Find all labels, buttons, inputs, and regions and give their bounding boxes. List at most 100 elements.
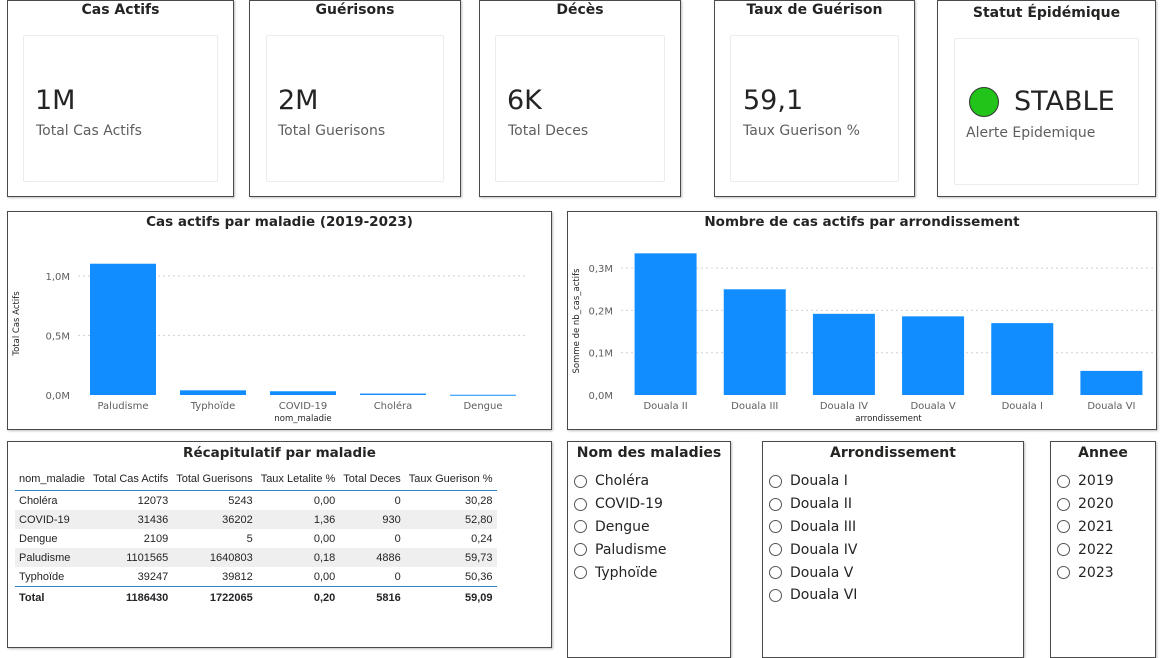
radio-icon[interactable] xyxy=(1057,543,1070,557)
slicer-option-cholera[interactable]: Choléra xyxy=(574,470,666,493)
slicer-option-douala-iii[interactable]: Douala III xyxy=(769,516,857,539)
slicer-option-label: Douala I xyxy=(790,473,848,490)
bar[interactable] xyxy=(902,316,965,395)
slicer-options: Douala I Douala II Douala III Douala IV … xyxy=(769,470,857,607)
chart-card-maladie: Cas actifs par maladie (2019-2023) 0,0M 0… xyxy=(7,211,552,430)
slicer-title: Annee xyxy=(1078,445,1128,461)
radio-icon[interactable] xyxy=(574,566,587,580)
bar[interactable] xyxy=(634,253,697,395)
radio-icon[interactable] xyxy=(574,497,587,511)
bar[interactable] xyxy=(90,263,156,395)
table-cell: 1186430 xyxy=(89,586,173,608)
column-header[interactable]: Total Deces xyxy=(339,468,405,491)
radio-icon[interactable] xyxy=(1057,520,1070,534)
x-tick-label: Typhoïde xyxy=(190,401,236,412)
bar[interactable] xyxy=(991,323,1054,395)
table-cell: Dengue xyxy=(19,532,58,545)
table-cell: Paludisme xyxy=(15,548,90,567)
bar[interactable] xyxy=(1080,370,1143,395)
recap-table-card: Récapitulatif par maladie nom_maladie To… xyxy=(7,441,552,648)
table-cell: 0 xyxy=(394,532,401,545)
slicer-option-label: 2020 xyxy=(1078,496,1114,513)
table-cell: Total xyxy=(15,586,90,608)
chart-card-arrondissement: Nombre de cas actifs par arrondissement … xyxy=(567,211,1157,430)
bar[interactable] xyxy=(450,394,516,396)
table-cell: 31436 xyxy=(89,510,173,529)
x-tick-label: Paludisme xyxy=(97,401,148,412)
slicer-option-douala-iv[interactable]: Douala IV xyxy=(769,538,857,561)
slicer-option-2022[interactable]: 2022 xyxy=(1057,538,1114,561)
table-cell: 5243 xyxy=(228,494,253,507)
radio-icon[interactable] xyxy=(769,588,782,602)
slicer-option-2020[interactable]: 2020 xyxy=(1057,493,1114,516)
column-header[interactable]: Total Cas Actifs xyxy=(89,468,173,491)
y-tick-label: 0,5M xyxy=(45,331,70,342)
column-header[interactable]: Taux Guerison % xyxy=(404,468,497,491)
slicer-option-douala-i[interactable]: Douala I xyxy=(769,470,857,493)
slicer-option-label: 2022 xyxy=(1078,541,1114,558)
x-tick-label: Choléra xyxy=(374,400,413,412)
table-cell: 36202 xyxy=(172,510,257,529)
slicer-option-2021[interactable]: 2021 xyxy=(1057,516,1114,539)
bar[interactable] xyxy=(270,391,336,395)
slicer-option-label: Douala V xyxy=(790,564,854,581)
slicer-option-dengue[interactable]: Dengue xyxy=(574,516,666,539)
column-header[interactable]: Taux Letalite % xyxy=(256,468,340,491)
table-cell: 12073 xyxy=(137,494,169,507)
slicer-option-label: Douala III xyxy=(790,518,857,535)
slicer-option-douala-vi[interactable]: Douala VI xyxy=(769,584,857,607)
kpi-title: Décès xyxy=(556,2,604,18)
kpi-tile xyxy=(495,35,665,182)
table-cell: 39812 xyxy=(222,570,253,583)
y-tick-label: 0,0M xyxy=(588,391,613,402)
radio-icon[interactable] xyxy=(1057,497,1070,511)
slicer-option-label: COVID-19 xyxy=(595,496,663,513)
slicer-option-label: Dengue xyxy=(595,518,650,535)
kpi-card-guerisons: Guérisons 2M Total Guerisons xyxy=(249,0,461,197)
radio-icon[interactable] xyxy=(769,566,782,580)
slicer-title: Nom des maladies xyxy=(576,445,722,461)
radio-icon[interactable] xyxy=(769,543,782,557)
kpi-title: Cas Actifs xyxy=(81,2,160,18)
slicer-option-paludisme[interactable]: Paludisme xyxy=(574,538,666,561)
radio-icon[interactable] xyxy=(1057,474,1070,488)
kpi-card-taux-guerison: Taux de Guérison 59,1 Taux Guerison % xyxy=(714,0,915,197)
bar[interactable] xyxy=(723,289,786,395)
radio-icon[interactable] xyxy=(574,520,587,534)
bar[interactable] xyxy=(812,313,875,395)
table-cell: 1640803 xyxy=(172,548,257,567)
status-value: STABLE xyxy=(1014,86,1115,117)
table-cell: 1,36 xyxy=(256,510,340,529)
radio-icon[interactable] xyxy=(574,474,587,488)
table-cell: 2109 xyxy=(143,532,169,545)
table-cell: 30,28 xyxy=(465,494,493,507)
radio-icon[interactable] xyxy=(574,543,587,557)
bar[interactable] xyxy=(360,393,426,395)
radio-icon[interactable] xyxy=(769,497,782,511)
slicer-option-douala-v[interactable]: Douala V xyxy=(769,561,857,584)
slicer-option-2023[interactable]: 2023 xyxy=(1057,561,1114,584)
column-header[interactable]: Total Guerisons xyxy=(172,468,257,491)
kpi-title: Guérisons xyxy=(315,2,395,18)
table-header-row: nom_maladie Total Cas Actifs Total Gueri… xyxy=(15,468,497,491)
radio-icon[interactable] xyxy=(769,520,782,534)
slicer-option-typhoide[interactable]: Typhoïde xyxy=(574,561,666,584)
x-axis-label: arrondissement xyxy=(855,414,922,424)
table-cell: Choléra xyxy=(19,494,58,507)
radio-icon[interactable] xyxy=(1057,566,1070,580)
x-axis-label: nom_maladie xyxy=(274,414,331,424)
slicer-option-2019[interactable]: 2019 xyxy=(1057,470,1114,493)
y-axis-label: Total Cas Actifs xyxy=(12,291,22,357)
bar[interactable] xyxy=(180,390,246,395)
table-cell: 5816 xyxy=(339,586,405,608)
kpi-title: Taux de Guérison xyxy=(746,2,883,18)
slicer-option-label: Douala VI xyxy=(790,587,858,604)
x-tick-label: Dengue xyxy=(463,401,502,412)
table-row: Dengue 2109 5 0,00 0 0,24 xyxy=(15,529,497,548)
slicer-option-covid[interactable]: COVID-19 xyxy=(574,493,666,516)
slicer-option-label: 2019 xyxy=(1078,473,1114,490)
radio-icon[interactable] xyxy=(769,474,782,488)
slicer-option-douala-ii[interactable]: Douala II xyxy=(769,493,857,516)
kpi-label: Taux Guerison % xyxy=(743,123,860,139)
column-header[interactable]: nom_maladie xyxy=(15,468,90,491)
